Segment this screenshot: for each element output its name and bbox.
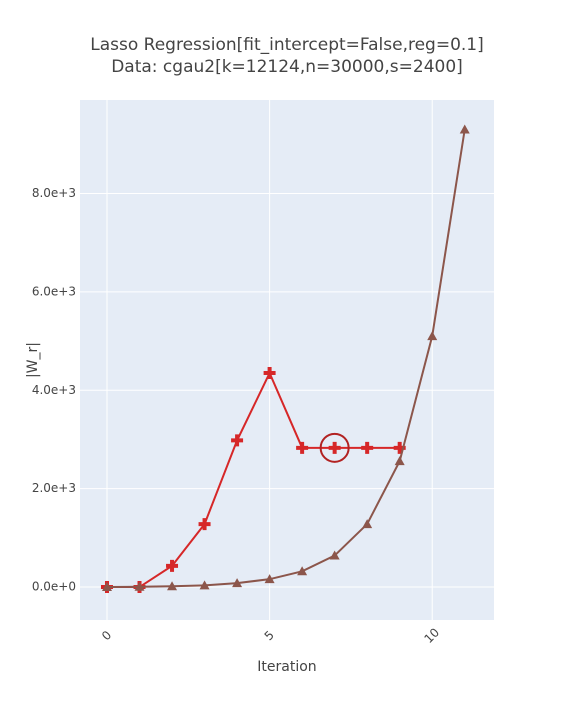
y-tick-label: 0.0e+0	[32, 580, 76, 594]
highlight-ring	[319, 432, 350, 463]
x-tick-label: 5	[262, 628, 277, 643]
chart-subtitle: Data: cgau2[k=12124,n=30000,s=2400]	[111, 57, 463, 77]
data-point	[362, 519, 373, 529]
chart-title: Lasso Regression[fit_intercept=False,reg…	[90, 35, 484, 55]
data-point	[232, 578, 243, 588]
data-point	[166, 559, 179, 572]
data-point	[329, 550, 340, 560]
series-line	[106, 370, 400, 589]
data-point	[296, 441, 309, 454]
y-tick-label: 8.0e+3	[32, 186, 76, 200]
data-point	[393, 441, 406, 454]
data-point	[199, 580, 210, 590]
data-point	[101, 582, 112, 592]
x-axis-title: Iteration	[257, 659, 316, 675]
y-tick-label: 2.0e+3	[32, 481, 76, 495]
data-point	[231, 434, 244, 447]
x-tick-label: 0	[99, 628, 114, 643]
data-point	[198, 518, 211, 531]
y-tick-label: 4.0e+3	[32, 383, 76, 397]
data-point	[394, 456, 405, 466]
data-point	[134, 581, 145, 591]
data-point	[361, 441, 374, 454]
y-axis-title: |W_r|	[25, 342, 41, 378]
data-point	[427, 331, 438, 341]
data-point	[459, 124, 470, 134]
data-point	[263, 367, 276, 380]
x-tick-label: 10	[422, 625, 443, 646]
data-point	[297, 566, 308, 576]
series-line	[106, 129, 466, 589]
y-tick-label: 6.0e+3	[32, 284, 76, 298]
data-point	[264, 574, 275, 584]
data-point	[328, 441, 341, 454]
data-point	[167, 581, 178, 591]
